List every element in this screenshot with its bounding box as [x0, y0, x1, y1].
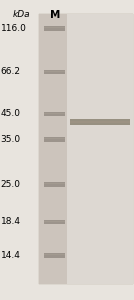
- Bar: [44, 112, 65, 116]
- Bar: [39, 14, 133, 284]
- Bar: [67, 14, 133, 284]
- Bar: [44, 220, 65, 222]
- Bar: [44, 138, 65, 139]
- Bar: [70, 121, 130, 123]
- Text: M: M: [50, 10, 60, 20]
- Text: 116.0: 116.0: [1, 24, 27, 33]
- Bar: [44, 254, 65, 255]
- Bar: [44, 70, 65, 74]
- Bar: [39, 14, 67, 284]
- Text: 45.0: 45.0: [1, 110, 21, 118]
- Text: 25.0: 25.0: [1, 180, 21, 189]
- Bar: [44, 27, 65, 28]
- Bar: [44, 183, 65, 184]
- Text: 35.0: 35.0: [1, 135, 21, 144]
- Text: 66.2: 66.2: [1, 68, 21, 76]
- Bar: [44, 182, 65, 187]
- Bar: [70, 119, 130, 125]
- Text: 18.4: 18.4: [1, 218, 21, 226]
- Text: kDa: kDa: [13, 10, 30, 19]
- Bar: [44, 254, 65, 258]
- Bar: [44, 26, 65, 31]
- Text: 14.4: 14.4: [1, 251, 21, 260]
- Bar: [44, 137, 65, 142]
- Bar: [44, 70, 65, 72]
- Bar: [44, 220, 65, 224]
- Bar: [44, 112, 65, 114]
